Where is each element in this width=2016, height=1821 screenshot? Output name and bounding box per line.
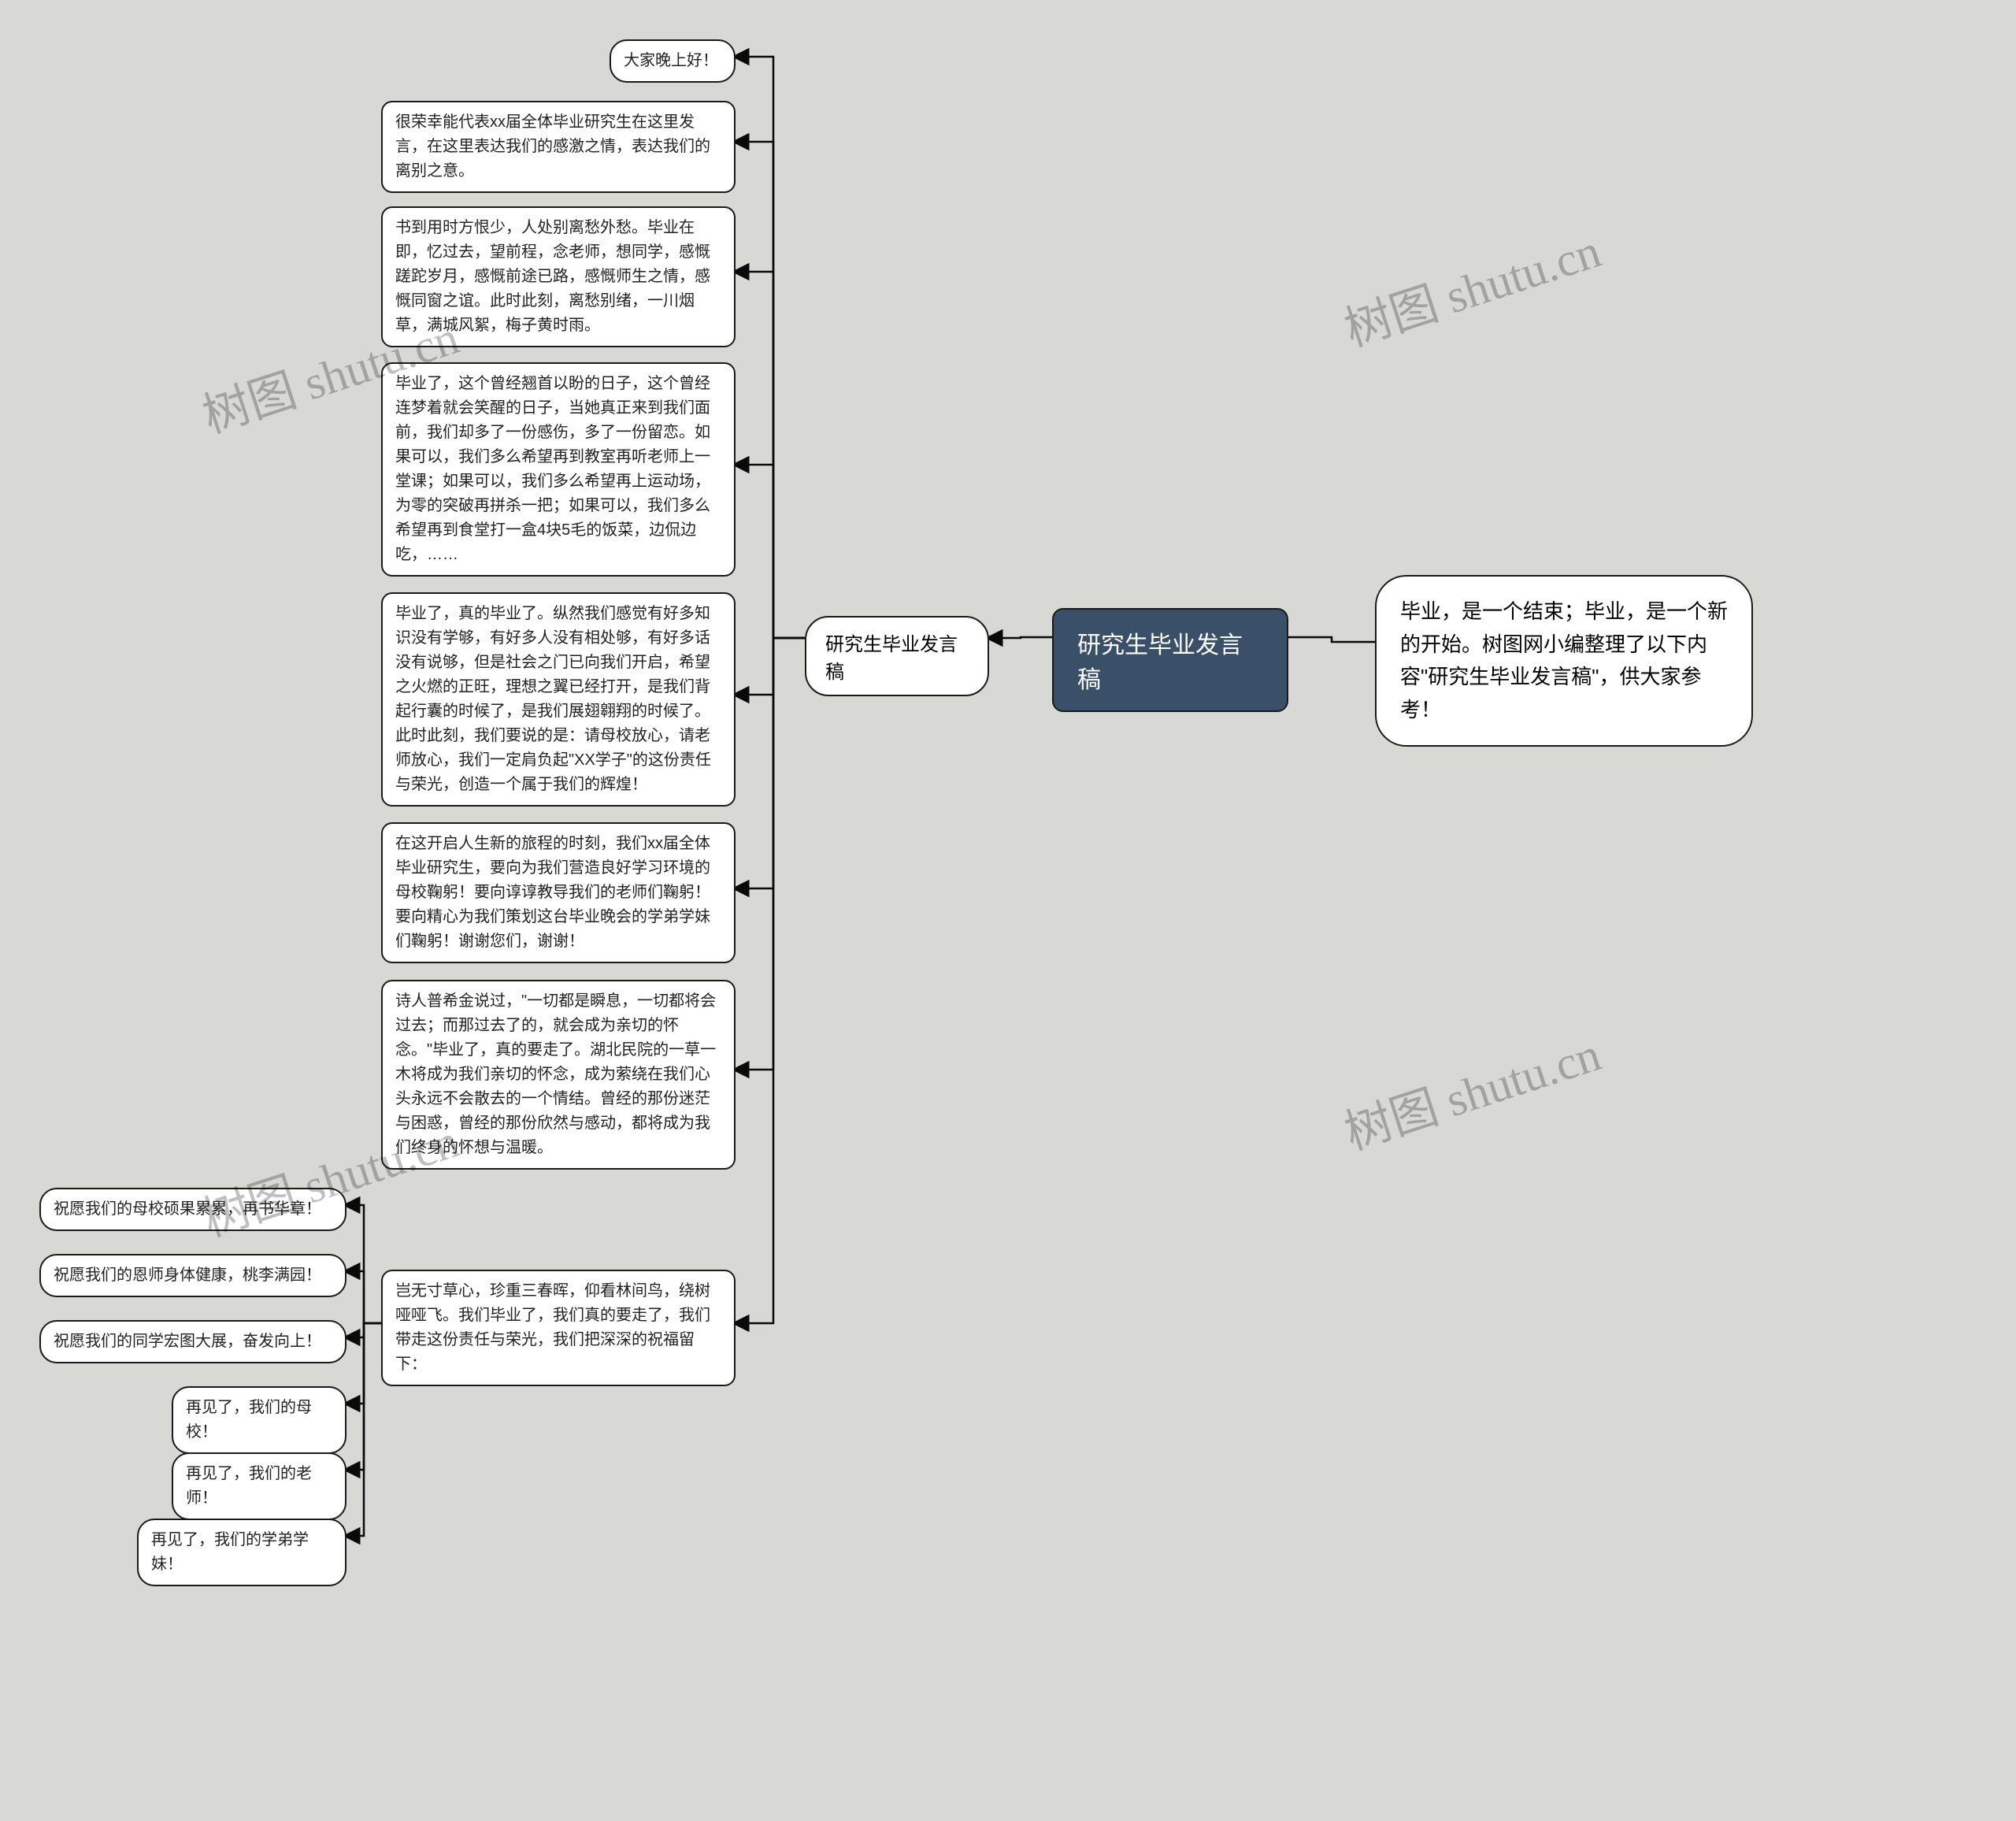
node-n3[interactable]: 书到用时方恨少，人处别离愁外愁。毕业在即，忆过去，望前程，念老师，想同学，感慨蹉… (381, 206, 736, 347)
node-text: 书到用时方恨少，人处别离愁外愁。毕业在即，忆过去，望前程，念老师，想同学，感慨蹉… (395, 219, 710, 334)
node-m2[interactable]: 祝愿我们的恩师身体健康，桃李满园！ (39, 1254, 346, 1297)
root-node[interactable]: 研究生毕业发言稿 (1052, 608, 1288, 712)
node-text: 在这开启人生新的旅程的时刻，我们xx届全体毕业研究生，要向为我们营造良好学习环境… (395, 835, 710, 950)
node-text: 再见了，我们的母校！ (186, 1399, 312, 1441)
node-text: 毕业了，这个曾经翘首以盼的日子，这个曾经连梦着就会笑醒的日子，当她真正来到我们面… (395, 375, 710, 563)
intro-node: 毕业，是一个结束；毕业，是一个新的开始。树图网小编整理了以下内容"研究生毕业发言… (1375, 575, 1753, 747)
node-text: 诗人普希金说过，"一切都是瞬息，一切都将会过去；而那过去了的，就会成为亲切的怀念… (395, 992, 716, 1156)
root-label: 研究生毕业发言稿 (1077, 632, 1243, 693)
node-m6[interactable]: 再见了，我们的学弟学妹！ (137, 1519, 346, 1586)
node-text: 祝愿我们的同学宏图大展，奋发向上！ (54, 1333, 321, 1350)
node-m1[interactable]: 祝愿我们的母校硕果累累，再书华章！ (39, 1188, 346, 1231)
node-n6[interactable]: 在这开启人生新的旅程的时刻，我们xx届全体毕业研究生，要向为我们营造良好学习环境… (381, 822, 736, 963)
node-text: 大家晚上好！ (624, 52, 718, 69)
node-text: 祝愿我们的母校硕果累累，再书华章！ (54, 1200, 321, 1218)
node-n4[interactable]: 毕业了，这个曾经翘首以盼的日子，这个曾经连梦着就会笑醒的日子，当她真正来到我们面… (381, 362, 736, 577)
node-text: 毕业了，真的毕业了。纵然我们感觉有好多知识没有学够，有好多人没有相处够，有好多话… (395, 605, 711, 793)
node-text: 再见了，我们的老师！ (186, 1465, 312, 1507)
watermark: 树图 shutu.cn (1335, 213, 1608, 360)
node-text: 祝愿我们的恩师身体健康，桃李满园！ (54, 1267, 321, 1284)
node-text: 再见了，我们的学弟学妹！ (151, 1531, 309, 1573)
node-m3[interactable]: 祝愿我们的同学宏图大展，奋发向上！ (39, 1320, 346, 1363)
node-n2[interactable]: 很荣幸能代表xx届全体毕业研究生在这里发言，在这里表达我们的感激之情，表达我们的… (381, 101, 736, 193)
sub-label: 研究生毕业发言稿 (825, 634, 958, 683)
intro-text: 毕业，是一个结束；毕业，是一个新的开始。树图网小编整理了以下内容"研究生毕业发言… (1400, 599, 1728, 721)
node-n5[interactable]: 毕业了，真的毕业了。纵然我们感觉有好多知识没有学够，有好多人没有相处够，有好多话… (381, 592, 736, 807)
sub-node[interactable]: 研究生毕业发言稿 (805, 616, 989, 696)
watermark: 树图 shutu.cn (1335, 1016, 1608, 1163)
node-text: 岂无寸草心，珍重三春晖，仰看林间鸟，绕树哑哑飞。我们毕业了，我们真的要走了，我们… (395, 1282, 710, 1373)
node-m4[interactable]: 再见了，我们的母校！ (172, 1386, 346, 1454)
node-m5[interactable]: 再见了，我们的老师！ (172, 1452, 346, 1520)
node-n1[interactable]: 大家晚上好！ (610, 39, 736, 83)
node-text: 很荣幸能代表xx届全体毕业研究生在这里发言，在这里表达我们的感激之情，表达我们的… (395, 113, 710, 180)
node-n8[interactable]: 岂无寸草心，珍重三春晖，仰看林间鸟，绕树哑哑飞。我们毕业了，我们真的要走了，我们… (381, 1270, 736, 1386)
node-n7[interactable]: 诗人普希金说过，"一切都是瞬息，一切都将会过去；而那过去了的，就会成为亲切的怀念… (381, 980, 736, 1170)
